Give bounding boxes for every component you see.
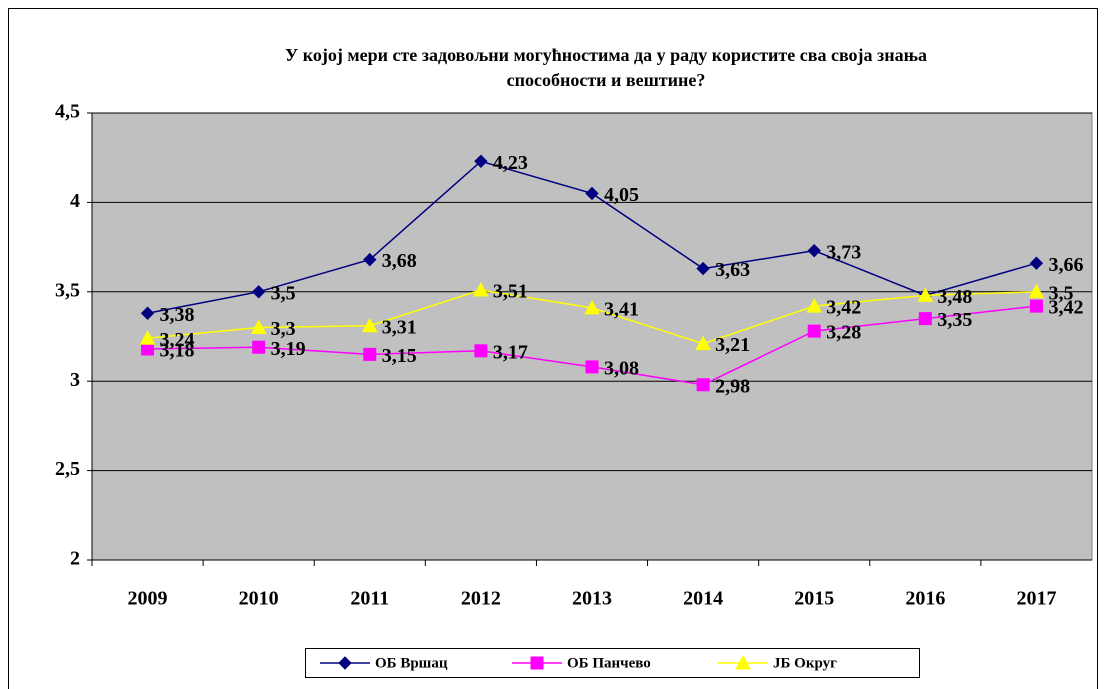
- x-tick-label: 2013: [572, 588, 612, 610]
- data-label: 3,51: [493, 281, 528, 303]
- data-point: [695, 335, 711, 351]
- chart-title: способности и вештине?: [507, 70, 706, 90]
- data-point: [917, 287, 934, 302]
- x-tick-label: 2014: [683, 588, 723, 610]
- data-point: [139, 330, 156, 345]
- data-label: 3,28: [826, 322, 861, 344]
- data-point: [807, 324, 821, 338]
- data-point: [585, 186, 599, 201]
- data-point: [696, 378, 710, 392]
- legend: [305, 648, 920, 678]
- legend-marker: [338, 656, 352, 670]
- data-label: 3,42: [826, 297, 861, 319]
- y-tick-label: 4: [70, 190, 80, 212]
- data-label: 3,66: [1048, 254, 1083, 276]
- chart-title: У којој мери сте задовољни могућностима …: [285, 45, 927, 65]
- legend-label: ЈБ Округ: [773, 655, 837, 671]
- y-tick-label: 4,5: [55, 101, 80, 123]
- y-tick-label: 3: [70, 369, 80, 391]
- data-label: 4,05: [604, 184, 639, 206]
- data-point: [474, 154, 488, 168]
- data-label: 3,18: [160, 340, 195, 362]
- data-point: [474, 344, 488, 358]
- data-point: [918, 312, 932, 326]
- data-point: [250, 319, 267, 335]
- x-tick-label: 2011: [350, 588, 389, 610]
- y-tick-label: 3,5: [55, 279, 80, 301]
- data-label: 3,31: [382, 316, 417, 338]
- data-point: [363, 347, 377, 361]
- legend-label: ОБ Вршац: [375, 655, 448, 671]
- x-tick-label: 2016: [905, 588, 945, 610]
- x-tick-label: 2017: [1016, 588, 1056, 610]
- data-point: [363, 252, 377, 267]
- data-point: [1029, 256, 1044, 270]
- data-point: [1029, 299, 1043, 313]
- legend-label: ОБ Панчево: [567, 655, 651, 671]
- data-label: 2,98: [715, 375, 750, 397]
- plot-area: [91, 112, 1093, 561]
- data-label: 3,17: [493, 341, 528, 363]
- data-point: [361, 317, 378, 333]
- data-label: 3,15: [382, 345, 417, 367]
- data-label: 3,42: [1048, 297, 1083, 319]
- data-point: [141, 342, 155, 356]
- x-tick-label: 2009: [128, 588, 168, 610]
- data-label: 3,41: [604, 298, 639, 320]
- y-tick-label: 2: [70, 548, 80, 570]
- data-label: 3,24: [160, 329, 195, 351]
- data-label: 3,21: [715, 334, 750, 356]
- data-label: 3,48: [937, 286, 972, 308]
- data-point: [696, 261, 710, 276]
- data-point: [585, 360, 599, 374]
- data-label: 4,23: [493, 152, 528, 174]
- data-label: 3,68: [382, 250, 417, 272]
- data-point: [1028, 283, 1045, 299]
- data-label: 3,08: [604, 357, 639, 379]
- legend-marker: [735, 654, 751, 670]
- x-tick-label: 2015: [794, 588, 834, 610]
- data-label: 3,3: [271, 318, 296, 340]
- x-tick-label: 2010: [239, 588, 279, 610]
- data-point: [140, 306, 155, 320]
- data-point: [584, 299, 600, 315]
- data-point: [473, 281, 489, 297]
- data-label: 3,5: [1048, 282, 1073, 304]
- data-label: 3,19: [271, 338, 306, 360]
- legend-marker: [530, 656, 544, 670]
- data-point: [806, 298, 823, 313]
- data-label: 3,5: [271, 282, 296, 304]
- data-label: 3,35: [937, 309, 972, 331]
- data-point: [252, 340, 266, 354]
- data-label: 3,73: [826, 241, 861, 263]
- data-label: 3,63: [715, 259, 750, 281]
- y-tick-label: 2,5: [55, 458, 80, 480]
- x-tick-label: 2012: [461, 588, 501, 610]
- data-point: [251, 285, 266, 299]
- data-label: 3,38: [160, 304, 195, 326]
- data-point: [807, 243, 821, 258]
